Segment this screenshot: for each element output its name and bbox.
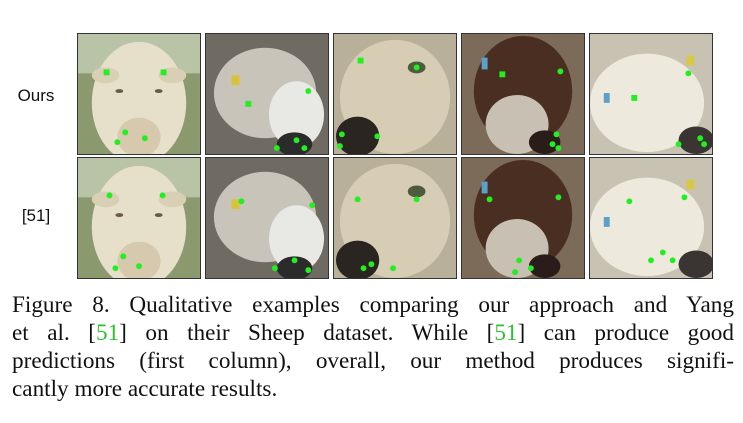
landmark-points <box>238 198 316 274</box>
citation-link-51[interactable]: 51 <box>494 320 518 346</box>
sheep-image-51-1 <box>77 157 201 279</box>
sheep-image-51-3 <box>333 157 457 279</box>
caption-line-3: predictions (first column), overall, our… <box>12 348 734 374</box>
landmark-points <box>106 192 166 272</box>
landmark-points <box>354 196 420 272</box>
landmark-points <box>499 68 564 152</box>
row-label-51: [51] <box>21 206 51 225</box>
caption-text: ] can produce good <box>517 320 734 346</box>
sheep-image-ours-5 <box>589 33 713 155</box>
caption-text: ] on their Sheep dataset. While [ <box>119 320 495 346</box>
sheep-image-ours-1 <box>77 33 201 155</box>
sheep-image-51-2 <box>205 157 329 279</box>
sheep-image-51-4 <box>461 157 585 279</box>
landmark-points <box>103 69 167 146</box>
sheep-image-ours-2 <box>205 33 329 155</box>
sheep-image-51-5 <box>589 157 713 279</box>
sheep-image-ours-4 <box>461 33 585 155</box>
citation-link-51[interactable]: 51 <box>95 320 120 346</box>
row-label-ours: Ours <box>17 86 55 105</box>
caption-line-4: cantly more accurate results. <box>12 376 278 402</box>
landmark-points <box>245 88 312 152</box>
figure-caption: Figure 8. Qualitative examples comparing… <box>12 291 734 403</box>
caption-line-1: Figure 8. Qualitative examples comparing… <box>12 292 734 318</box>
caption-text: et al. [ <box>12 320 96 346</box>
caption-line-2: et al. [51] on their Sheep dataset. Whil… <box>12 319 734 347</box>
landmark-points <box>486 194 562 276</box>
landmark-points <box>631 70 708 148</box>
landmark-points <box>626 194 688 264</box>
sheep-image-ours-3 <box>333 33 457 155</box>
landmark-points <box>336 57 420 150</box>
